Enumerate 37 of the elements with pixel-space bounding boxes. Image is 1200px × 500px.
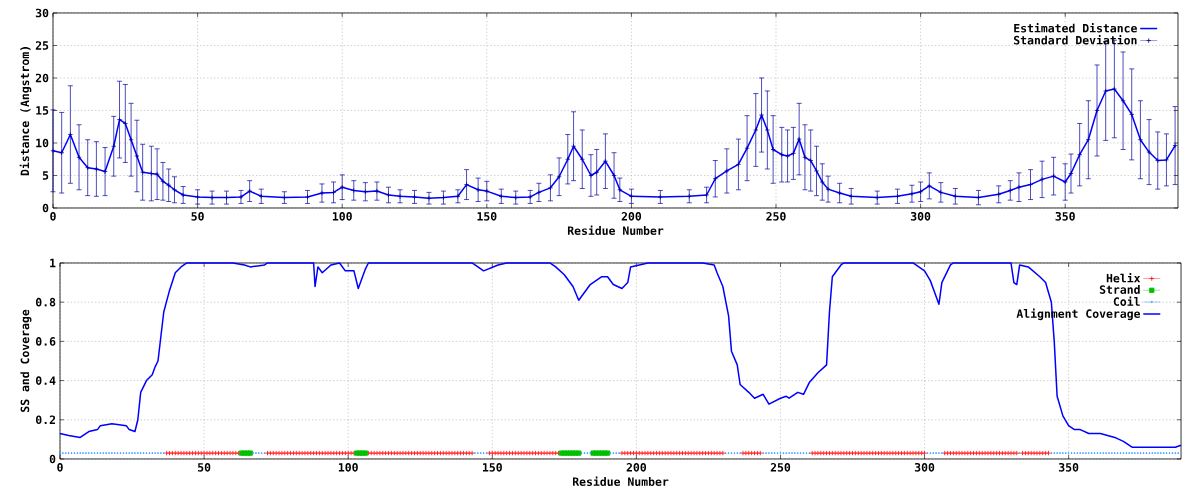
x-tick-label: 350	[1059, 463, 1079, 472]
y-tick-label: 5	[42, 171, 49, 180]
y-tick-label: 25	[35, 41, 49, 50]
legend-label: Strand	[1099, 285, 1140, 294]
y-tick-label: 0.2	[35, 415, 56, 425]
y-tick-label: 0.6	[35, 337, 56, 346]
y-tick-label: 15	[36, 106, 49, 115]
y-tick-label: 0.8	[35, 297, 56, 307]
y-tick-label: 0	[49, 454, 56, 464]
x-tick-label: 100	[332, 212, 352, 221]
x-tick-label: 50	[191, 212, 204, 221]
x-tick-label: 300	[914, 463, 935, 472]
x-tick-label: 200	[621, 212, 642, 221]
x-axis-title: Residue Number	[567, 225, 664, 235]
y-tick-label: 30	[35, 8, 49, 18]
x-axis-title: Residue Number	[572, 476, 669, 486]
y-tick-label: 1	[50, 258, 56, 268]
y-tick-label: 20	[35, 73, 49, 83]
x-tick-label: 200	[626, 463, 647, 472]
y-tick-label: 0.4	[35, 376, 56, 385]
y-axis-title: Distance (Angstrom)	[19, 47, 32, 176]
legend-label: Standard Deviation	[1013, 35, 1137, 45]
x-tick-label: 0	[57, 463, 63, 472]
legend-label: Estimated Distance	[1014, 23, 1137, 33]
x-tick-label: 300	[910, 212, 931, 221]
x-tick-label: 150	[482, 463, 502, 472]
x-tick-label: 100	[338, 463, 358, 472]
x-tick-label: 50	[198, 463, 211, 472]
x-tick-label: 350	[1055, 212, 1075, 221]
y-axis-title: SS and Coverage	[20, 309, 32, 412]
legend-label: Coil	[1113, 296, 1140, 306]
y-tick-label: 10	[36, 138, 49, 148]
x-tick-label: 250	[770, 463, 791, 472]
x-tick-label: 250	[766, 212, 786, 221]
x-tick-label: 150	[477, 212, 497, 221]
y-tick-label: 0	[42, 203, 49, 213]
legend-label: Helix	[1106, 273, 1141, 283]
